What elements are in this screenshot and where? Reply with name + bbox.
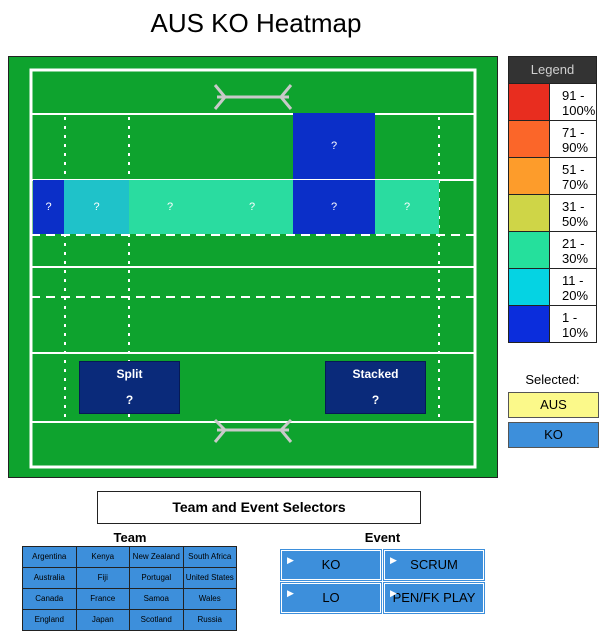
legend: Legend 91 - 100% 71 - 90% 51 - 70% 31 - 50%…: [508, 56, 597, 343]
heatmap-cell: ?: [211, 180, 293, 234]
split-label: Split: [116, 367, 143, 381]
legend-row: 1 - 10%: [508, 306, 597, 343]
team-button[interactable]: France: [75, 588, 130, 610]
legend-swatch: [509, 306, 550, 342]
heatmap-cell: ?: [129, 180, 211, 234]
selected-label: Selected:: [525, 372, 580, 387]
selected-event-badge: KO: [508, 422, 599, 448]
legend-label: 11 - 20%: [550, 269, 596, 305]
page-title: AUS KO Heatmap: [150, 8, 362, 38]
event-heading: Event: [364, 530, 401, 545]
event-button-pen-fk-play[interactable]: ▶ PEN/FK PLAY: [383, 582, 485, 614]
team-button[interactable]: Samoa: [129, 588, 184, 610]
event-button-ko[interactable]: ▶ KO: [280, 549, 382, 581]
play-icon: ▶: [390, 555, 397, 565]
split-zone: Split ?: [79, 361, 180, 414]
team-heading: Team: [113, 530, 147, 545]
event-button-scrum[interactable]: ▶ SCRUM: [383, 549, 485, 581]
field-lines: [29, 68, 477, 469]
split-value: ?: [125, 393, 134, 407]
legend-title: Legend: [508, 56, 597, 84]
legend-label: 1 - 10%: [550, 306, 596, 342]
team-button[interactable]: Canada: [22, 588, 77, 610]
team-button[interactable]: Wales: [182, 588, 237, 610]
legend-row: 51 - 70%: [508, 158, 597, 195]
selectors-title: Team and Event Selectors: [97, 491, 421, 524]
legend-row: 11 - 20%: [508, 269, 597, 306]
play-icon: ▶: [390, 588, 397, 598]
play-icon: ▶: [287, 588, 294, 598]
event-button-lo[interactable]: ▶ LO: [280, 582, 382, 614]
legend-label: 21 - 30%: [550, 232, 596, 268]
team-button[interactable]: Argentina: [22, 546, 77, 568]
team-button[interactable]: Kenya: [75, 546, 130, 568]
heatmap-cell: ?: [33, 180, 64, 234]
legend-label: 31 - 50%: [550, 195, 596, 231]
legend-swatch: [509, 269, 550, 305]
legend-label: 71 - 90%: [550, 121, 596, 157]
legend-label: 51 - 70%: [550, 158, 596, 194]
legend-swatch: [509, 158, 550, 194]
legend-row: 31 - 50%: [508, 195, 597, 232]
team-button[interactable]: Scotland: [129, 609, 184, 631]
team-button[interactable]: United States: [182, 567, 237, 589]
team-button[interactable]: South Africa: [182, 546, 237, 568]
stacked-label: Stacked: [352, 367, 399, 381]
team-button[interactable]: Australia: [22, 567, 77, 589]
legend-row: 91 - 100%: [508, 84, 597, 121]
rugby-field-heatmap: ? ? ? ? ? ? ? Split ? Stacked ?: [8, 56, 498, 478]
team-button[interactable]: Portugal: [129, 567, 184, 589]
heatmap-cell: ?: [375, 180, 439, 234]
team-button[interactable]: Japan: [75, 609, 130, 631]
heatmap-cell: ?: [64, 180, 129, 234]
legend-swatch: [509, 121, 550, 157]
team-button[interactable]: Russia: [182, 609, 237, 631]
heatmap-cell: ?: [293, 113, 375, 179]
legend-label: 91 - 100%: [550, 84, 596, 120]
play-icon: ▶: [287, 555, 294, 565]
stacked-value: ?: [371, 393, 380, 407]
legend-swatch: [509, 232, 550, 268]
heatmap-cell: ?: [293, 180, 375, 234]
selected-team-badge: AUS: [508, 392, 599, 418]
team-button[interactable]: Fiji: [75, 567, 130, 589]
legend-row: 71 - 90%: [508, 121, 597, 158]
stacked-zone: Stacked ?: [325, 361, 426, 414]
legend-row: 21 - 30%: [508, 232, 597, 269]
team-button[interactable]: New Zealand: [129, 546, 184, 568]
team-selector-grid: Argentina Kenya New Zealand South Africa Aus…: [22, 546, 237, 631]
legend-swatch: [509, 195, 550, 231]
team-button[interactable]: England: [22, 609, 77, 631]
legend-swatch: [509, 84, 550, 120]
